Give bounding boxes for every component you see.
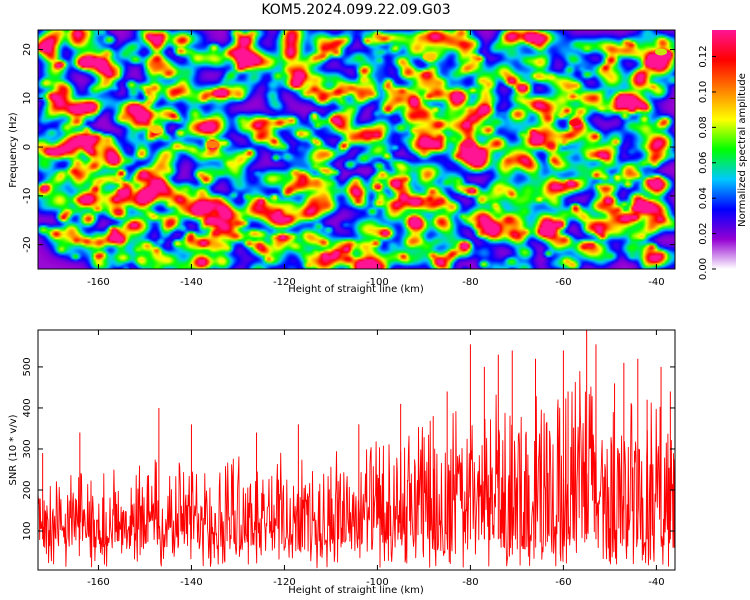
spectrogram-peak	[569, 119, 582, 127]
colorbar-gradient	[712, 30, 736, 269]
colorbar-tick-label: 0.06	[698, 152, 709, 174]
snr-y-axis: 100 200 300 400 500	[22, 357, 675, 541]
snr-frame	[37, 329, 676, 571]
y-tick-label: -10	[22, 188, 33, 204]
spectrogram-peak	[206, 141, 219, 149]
y-tick-label: 300	[22, 439, 33, 458]
colorbar-axis: 0.00 0.02 0.04 0.06 0.08 0.10 0.12	[698, 45, 716, 280]
snr-plot-area	[38, 330, 675, 569]
spectrogram-raster	[38, 30, 675, 269]
snr-panel: -160 -140 -120 -100 -80 -60 -40 100 200 300 400 50…	[8, 329, 676, 596]
x-tick-label: -100	[366, 277, 389, 288]
y-tick-label: 400	[22, 398, 33, 417]
y-tick-label: 10	[22, 92, 33, 105]
spectrogram-image	[38, 30, 675, 269]
snr-x-axis: -160 -140 -120 -100 -80 -60 -40	[87, 330, 665, 588]
x-tick-label: -140	[180, 277, 203, 288]
x-tick-label: -160	[87, 577, 110, 588]
colorbar-tick-label: 0.08	[698, 116, 709, 138]
spectrogram-x-label: Height of straight line (km)	[288, 284, 424, 295]
x-tick-label: -80	[462, 277, 478, 288]
y-tick-label: 20	[22, 43, 33, 56]
x-tick-label: -60	[555, 577, 571, 588]
x-tick-label: -120	[273, 277, 296, 288]
spectrogram-peak	[422, 53, 435, 61]
spectrogram-y-label: Frequency (Hz)	[8, 112, 19, 188]
snr-x-label: Height of straight line (km)	[288, 585, 424, 596]
x-tick-label: -80	[462, 577, 478, 588]
colorbar-tick-label: 0.10	[698, 81, 709, 103]
colorbar-tick-label: 0.04	[698, 187, 709, 209]
colorbar-label: Normalized spectral amplitude	[737, 73, 748, 227]
spectrogram-peak	[150, 126, 163, 134]
colorbar-tick-label: 0.02	[698, 222, 709, 244]
x-tick-label: -100	[366, 577, 389, 588]
x-tick-label: -160	[87, 277, 110, 288]
figure-title: KOM5.2024.099.22.09.G03	[261, 2, 450, 18]
y-tick-label: 500	[22, 357, 33, 376]
x-tick-label: -60	[555, 277, 571, 288]
colorbar: 0.00 0.02 0.04 0.06 0.08 0.10 0.12 Normalized …	[698, 30, 748, 280]
x-tick-label: -40	[648, 277, 664, 288]
spectrogram-peak	[462, 141, 475, 149]
x-tick-label: -120	[273, 577, 296, 588]
x-tick-label: -40	[648, 577, 664, 588]
y-tick-label: 200	[22, 480, 33, 499]
y-tick-label: -20	[22, 236, 33, 252]
spectrogram-peak	[655, 48, 668, 56]
y-tick-label: 100	[22, 521, 33, 540]
spectrogram-frame	[37, 29, 676, 270]
snr-y-label: SNR (10 * v/v)	[8, 414, 19, 485]
colorbar-tick-label: 0.00	[698, 258, 709, 280]
spectrogram-y-axis: -20 -10 0 10 20	[22, 43, 675, 253]
x-tick-label: -140	[180, 577, 203, 588]
snr-series-line	[38, 370, 675, 569]
spectrogram-peak-layer	[150, 48, 668, 149]
y-tick-label: 0	[22, 144, 33, 150]
colorbar-tick-label: 0.12	[698, 45, 709, 67]
spectrogram-x-axis: -160 -140 -120 -100 -80 -60 -40	[87, 30, 665, 288]
